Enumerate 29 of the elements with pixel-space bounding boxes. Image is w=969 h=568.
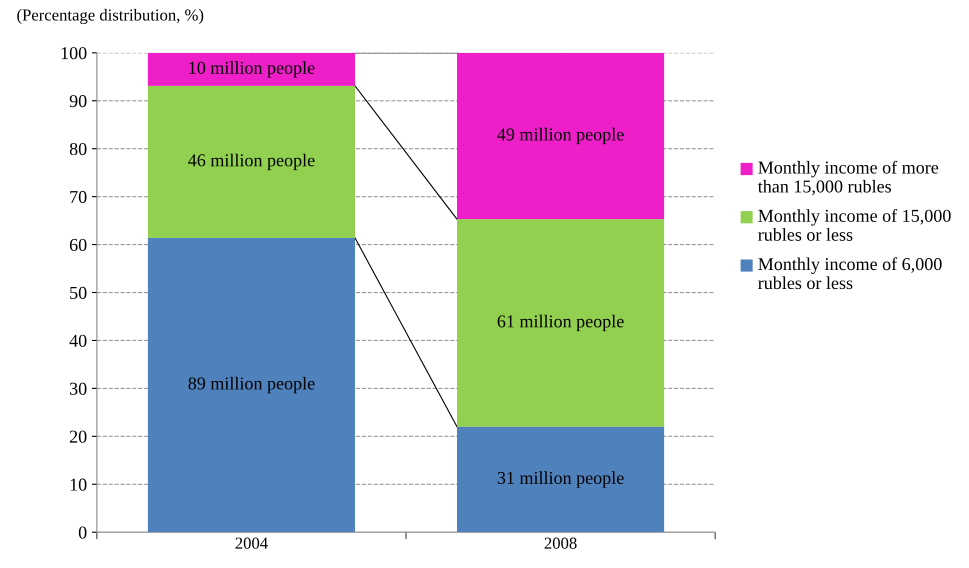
x-tick-label: 2004 <box>236 538 268 549</box>
bar <box>148 86 356 238</box>
y-tick-label: 50 <box>70 286 86 299</box>
y-tick-label: 10 <box>70 478 86 491</box>
annotation: 46 million people <box>188 154 315 170</box>
bar <box>148 52 356 86</box>
annotation: 31 million people <box>498 471 624 488</box>
y-tick-label: 90 <box>70 95 86 108</box>
annotation: 61 million people <box>498 314 624 332</box>
bar <box>457 426 664 532</box>
y-tick-label: 70 <box>70 190 86 204</box>
y-tick-label: 0 <box>78 526 86 539</box>
y-tick-label: 30 <box>70 382 86 395</box>
y-tick-label: 100 <box>62 47 86 60</box>
annotation: 10 million people <box>189 61 315 78</box>
y-tick-label: 80 <box>70 142 86 156</box>
annotation: 89 million people <box>188 376 315 394</box>
bar <box>457 52 664 220</box>
bar <box>148 238 356 532</box>
x-tick-label: 2008 <box>544 538 577 549</box>
legend-label: Monthly income of 6,000 rubles or less <box>758 257 942 290</box>
bar <box>457 219 664 427</box>
legend-label: Monthly income of 15,000 rubles or less <box>758 209 951 241</box>
y-tick-label: 20 <box>70 430 86 443</box>
y-tick-label: 60 <box>70 238 86 252</box>
y-tick-label: 40 <box>69 334 86 347</box>
legend-label: Monthly income of more than 15,000 rubles <box>758 160 938 196</box>
y-axis-title: (Percentage distribution, %) <box>17 8 204 24</box>
annotation: 49 million people <box>497 128 624 144</box>
